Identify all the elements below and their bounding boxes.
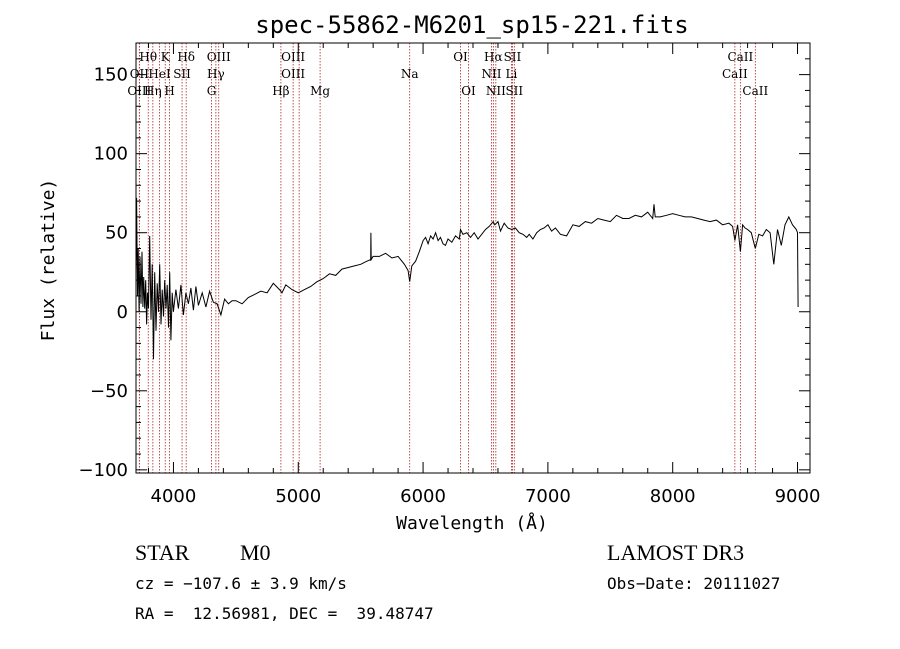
line-label-1: K	[161, 50, 171, 64]
obs-date-text: Obs−Date: 20111027	[607, 574, 781, 593]
line-label-24: OI	[461, 84, 476, 98]
line-label-16: Li	[506, 67, 518, 81]
y-tick-label: 50	[105, 223, 128, 244]
x-tick-label: 7000	[525, 486, 571, 507]
flux-series-line	[135, 197, 799, 360]
line-label-22: Hβ	[272, 84, 289, 98]
chart-title: spec-55862-M6201_sp15-221.fits	[255, 11, 688, 39]
line-label-3: OIII	[207, 50, 231, 64]
line-label-19: Hη	[144, 84, 162, 98]
x-tick-label: 5000	[275, 486, 321, 507]
line-label-7: SII	[504, 50, 522, 64]
line-label-2: Hδ	[177, 50, 195, 64]
line-label-20: H	[164, 84, 174, 98]
x-tick-label: 8000	[650, 486, 696, 507]
y-tick-label: −100	[79, 460, 128, 481]
line-label-9: OII	[130, 67, 150, 81]
y-tick-label: 150	[94, 65, 128, 86]
line-label-15: NII	[481, 67, 501, 81]
y-axis: −100 −50 0 50 100 150	[79, 58, 810, 481]
line-label-10: HeI	[148, 67, 171, 81]
x-axis: 4000 5000 6000 7000 8000 9000	[147, 43, 821, 507]
y-tick-label: −50	[90, 381, 128, 402]
line-label-27: CaII	[742, 84, 768, 98]
line-label-14: Na	[401, 67, 419, 81]
redshift-text: cz = −107.6 ± 3.9 km/s	[135, 574, 347, 593]
line-label-4: OIII	[281, 50, 305, 64]
x-tick-label: 4000	[151, 486, 197, 507]
x-tick-label: 9000	[775, 486, 821, 507]
line-label-11: SII	[173, 67, 191, 81]
line-label-26: SII	[505, 84, 523, 98]
x-tick-label: 6000	[400, 486, 446, 507]
line-label-25: NII	[486, 84, 506, 98]
line-label-17: CaII	[722, 67, 748, 81]
line-label-12: Hγ	[207, 67, 225, 81]
line-markers	[138, 43, 756, 473]
object-class: STAR	[135, 540, 190, 565]
plot-frame	[135, 42, 811, 474]
y-axis-label: Flux (relative)	[38, 179, 59, 342]
y-tick-label: 0	[117, 302, 128, 323]
line-label-6: Hα	[484, 50, 503, 64]
coordinates-text: RA = 12.56981, DEC = 39.48747	[135, 604, 434, 623]
line-label-23: Mg	[310, 84, 330, 98]
line-label-0: Hθ	[139, 50, 157, 64]
line-label-18: OIII	[127, 84, 151, 98]
x-axis-label: Wavelength (Å)	[396, 512, 548, 534]
line-label-5: OI	[453, 50, 468, 64]
y-tick-label: 100	[94, 144, 128, 165]
object-subclass: M0	[240, 540, 271, 565]
line-label-8: CaII	[727, 50, 753, 64]
survey-name: LAMOST DR3	[607, 540, 745, 565]
line-label-21: G	[207, 84, 217, 98]
line-label-13: OIII	[281, 67, 305, 81]
